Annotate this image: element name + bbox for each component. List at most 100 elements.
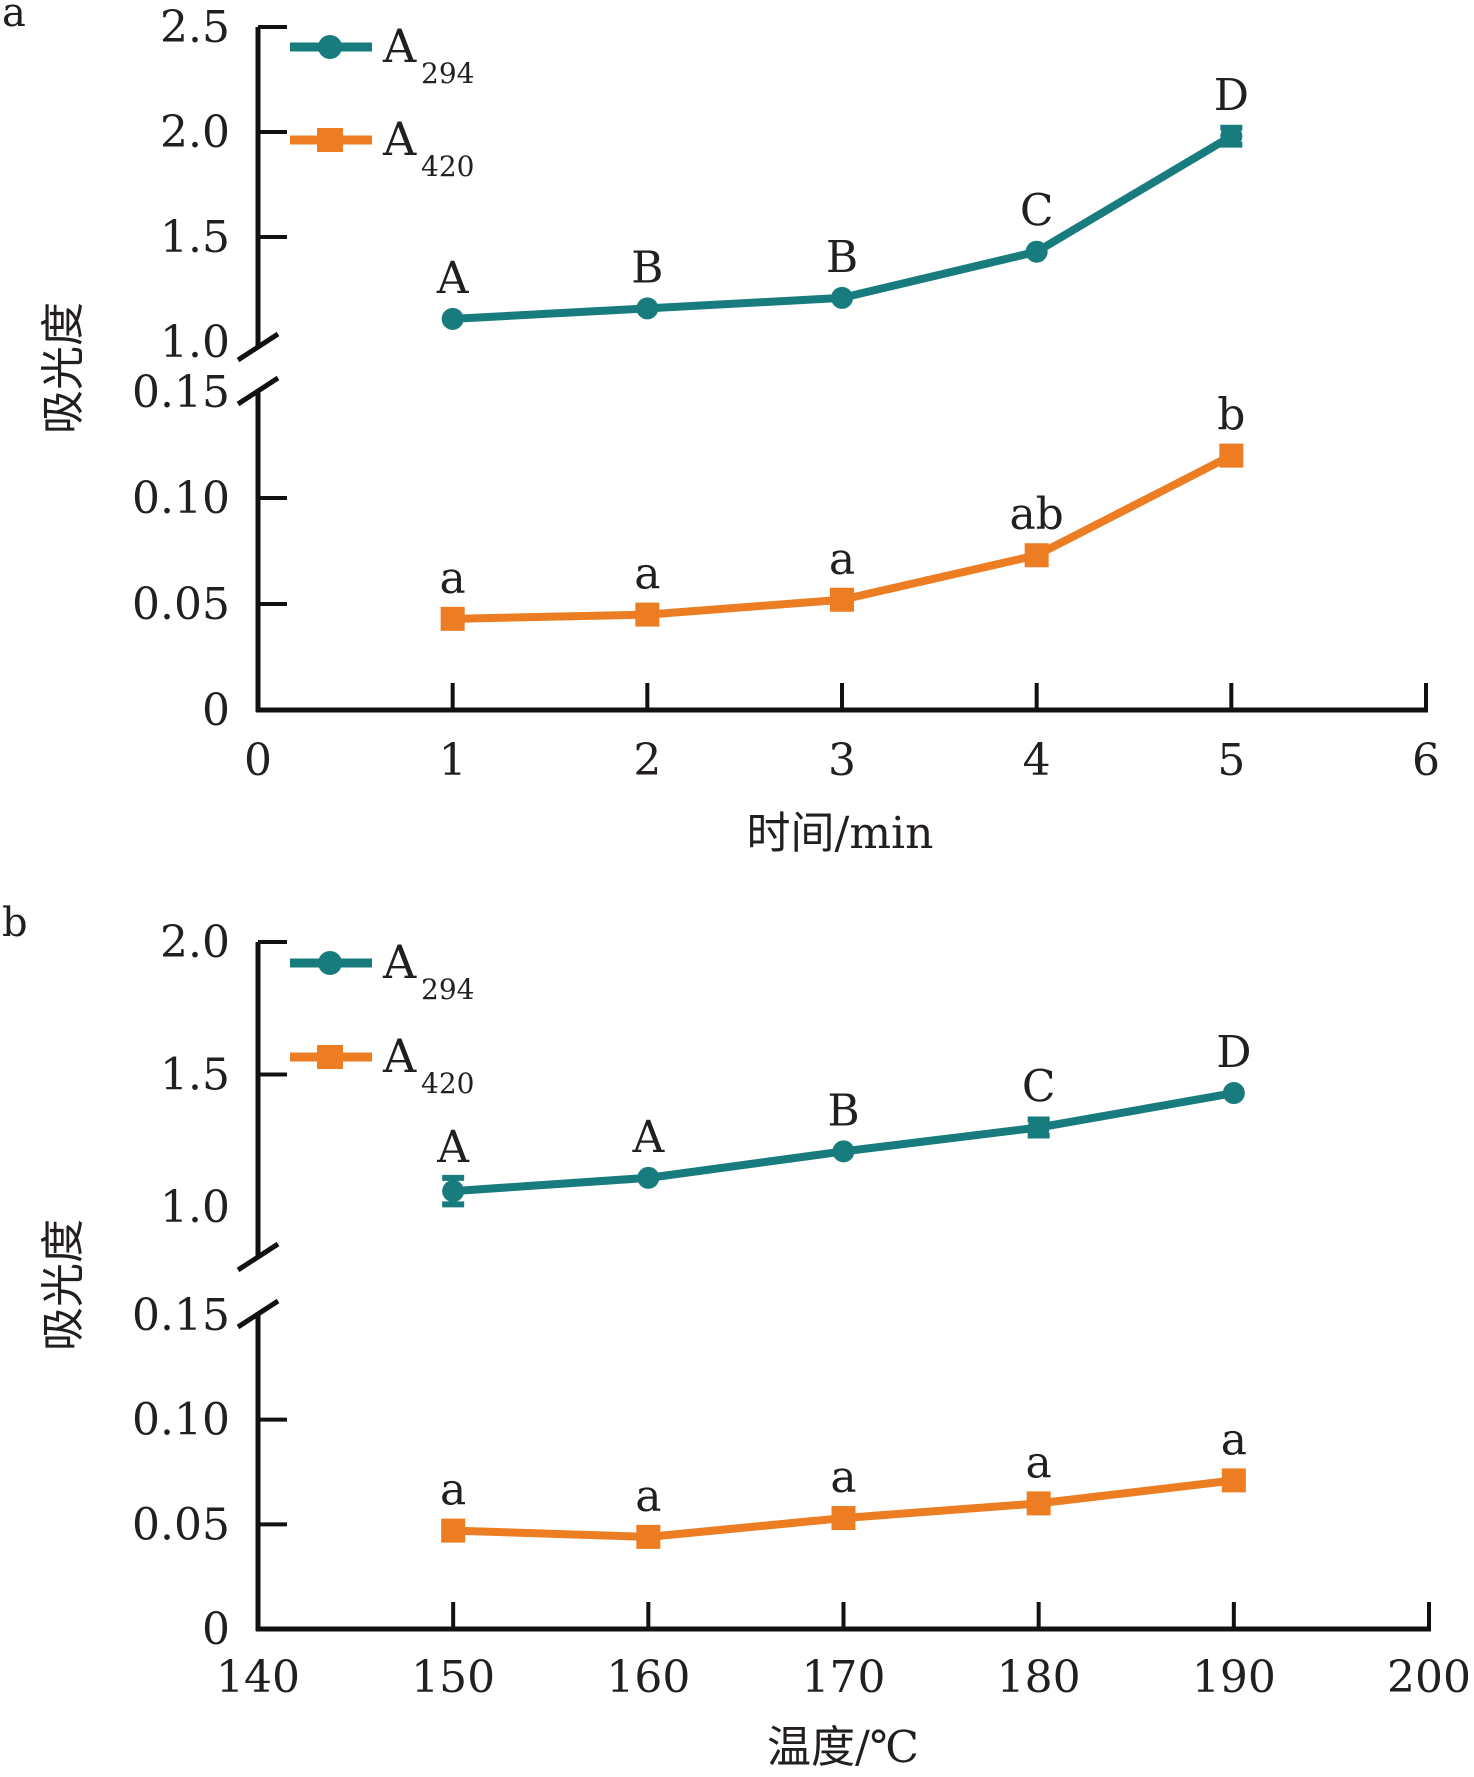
legend-label: A [382,1029,417,1083]
x-tick-label: 190 [1192,1652,1276,1703]
data-point [1221,1468,1246,1493]
data-point [1222,1082,1245,1105]
x-tick-label: 160 [606,1652,690,1703]
significance-label: C [1020,186,1054,237]
legend-subscript: 294 [421,57,474,90]
x-tick-label: 180 [997,1652,1081,1703]
x-tick-label: 2 [633,735,661,786]
legend-marker [317,128,343,152]
y-tick-label-lower: 0.10 [132,473,230,524]
significance-label: b [1217,390,1245,441]
data-point [442,1180,465,1203]
data-point [1026,1491,1051,1516]
chart-a: 1.01.52.02.500.050.100.150 1 2 3 4 5 6A B BCDA29… [132,2,1440,786]
significance-label: A [631,1112,665,1163]
x-axis-title-a: 时间/min [747,808,934,859]
data-point [831,1506,856,1531]
x-tick-label: 150 [411,1652,495,1703]
significance-label: a [635,1471,661,1522]
x-tick-label: 5 [1217,735,1245,786]
y-tick-label-lower: 0.15 [132,367,230,418]
significance-label: B [826,232,858,283]
y-tick-label-lower: 0.15 [132,1290,230,1341]
significance-label: a [440,1465,466,1516]
y-tick-label-upper: 1.5 [160,1050,230,1101]
data-point [830,587,854,612]
axis-break-mark-lower [236,375,280,407]
significance-label: A [436,253,470,304]
x-tick-label: 140 [216,1652,300,1703]
x-tick-label: 4 [1023,735,1051,786]
x-axis-title-b: 温度/℃ [767,1722,919,1773]
legend-subscript: 294 [421,973,474,1006]
y-tick-label-upper: 2.0 [160,107,230,158]
legend-label: A [382,935,417,989]
significance-label: A [436,1122,470,1173]
data-point [832,1140,855,1163]
data-point [1025,240,1048,263]
data-point [635,602,660,627]
significance-label: a [829,534,855,585]
panel-b: b 温度/℃ 吸光度 [2,900,919,1773]
y-tick-label-upper: 1.5 [160,212,230,263]
data-point [831,286,853,309]
significance-label: C [1022,1062,1056,1113]
significance-label: D [1216,1027,1251,1078]
significance-label: a [1221,1414,1247,1465]
significance-label: D [1214,70,1249,121]
x-tick-label: 6 [1412,735,1440,786]
series-A294: A A B C D [436,1027,1251,1208]
y-tick-label-lower: 0 [202,685,230,736]
legend-marker [317,1045,343,1069]
x-tick-label: 200 [1387,1652,1471,1703]
significance-label: a [634,549,660,600]
data-point [1027,1116,1050,1139]
y-tick-label-lower: 0.05 [132,1499,230,1550]
y-tick-label-upper: 2.0 [160,917,230,968]
chart-b: 1.0 1.5 2.0 0 0.05 0.10 0.15 140 150 160 170 180 190… [132,917,1471,1703]
data-point [441,307,464,330]
legend-marker [318,35,342,59]
series-A420: a a a a a [440,1414,1247,1549]
significance-label: B [827,1085,859,1136]
y-tick-label-upper: 1.0 [160,1182,230,1233]
data-point [1219,443,1244,468]
legend-marker [318,951,342,975]
data-point [1220,125,1243,148]
x-tick-label: 0 [244,735,272,786]
significance-label: a [830,1452,856,1503]
significance-label: ab [1009,489,1063,540]
x-tick-label: 170 [802,1652,886,1703]
panel-label-a: a [2,0,26,36]
significance-label: a [1026,1437,1052,1488]
axis-break-mark-upper [236,331,280,363]
axis-break-mark-lower [236,1298,280,1330]
data-point [1024,543,1049,568]
axis-break-mark-upper [236,1241,280,1273]
y-tick-label-lower: 0 [202,1604,230,1655]
data-point [636,297,659,320]
significance-label: a [440,553,466,604]
y-axis-title-a: 吸光度 [38,302,89,434]
data-point [440,606,465,631]
x-tick-label: 3 [828,735,856,786]
legend-label: A [382,112,417,166]
panel-label-b: b [2,900,28,946]
series-A420: a a a ab b [440,390,1245,631]
y-tick-label-lower: 0.05 [132,579,230,630]
x-tick-label: 1 [439,735,467,786]
data-point [636,1524,661,1549]
y-tick-label-lower: 0.10 [132,1395,230,1446]
data-point [637,1166,660,1189]
data-point [441,1518,466,1543]
legend-subscript: 420 [421,150,474,183]
series-A294: A B B C D [436,70,1249,330]
y-tick-label-upper: 2.5 [160,2,230,53]
legend-label: A [382,19,417,73]
y-tick-label-upper: 1.0 [160,317,230,368]
